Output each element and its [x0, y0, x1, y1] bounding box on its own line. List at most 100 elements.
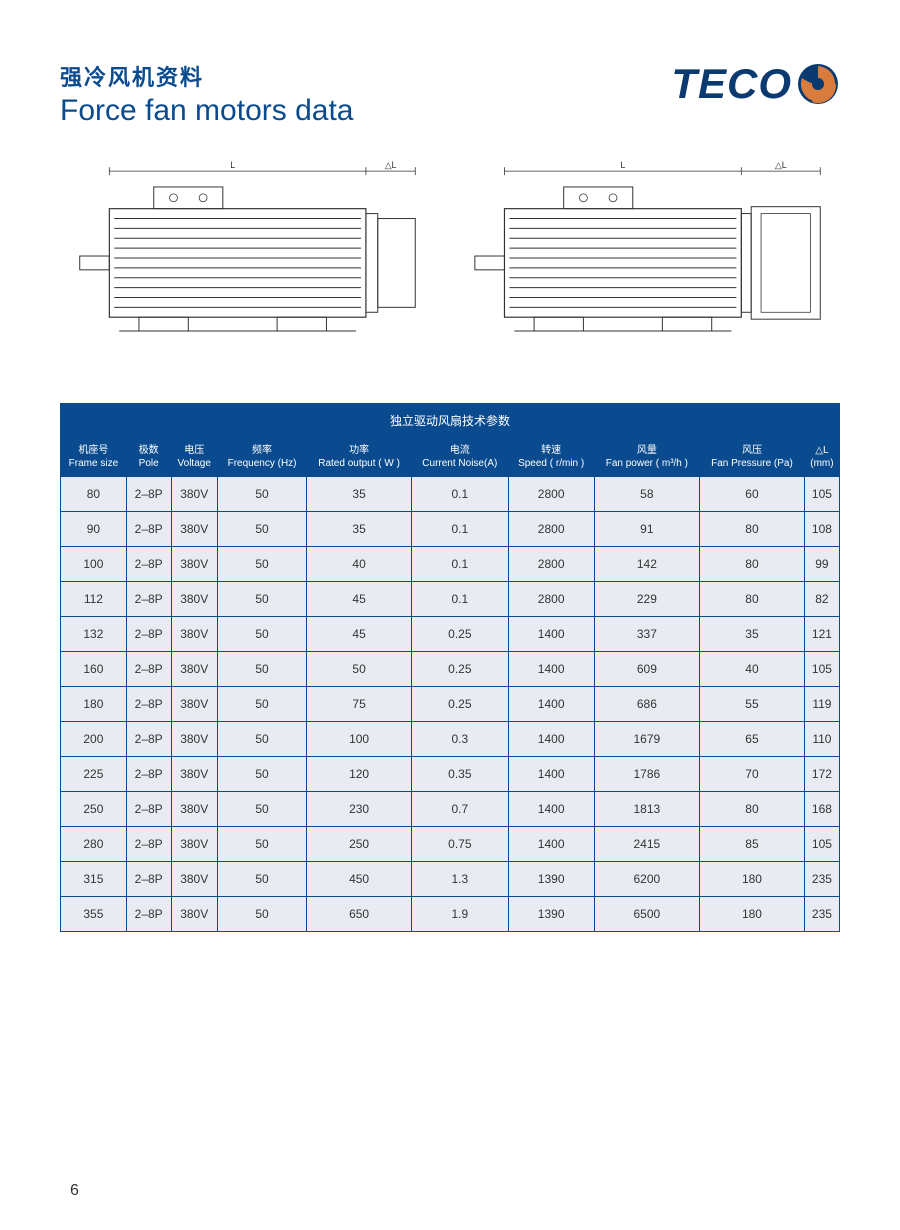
table-cell: 50 — [217, 652, 306, 687]
technical-drawings: L △L — [60, 158, 840, 363]
teco-logo: TECO — [671, 60, 840, 108]
table-cell: 250 — [307, 827, 412, 862]
col-output: 功率Rated output ( W ) — [307, 438, 412, 477]
table-cell: 80 — [700, 792, 805, 827]
table-cell: 380V — [171, 827, 217, 862]
table-cell: 0.7 — [411, 792, 508, 827]
dim-label-dL-r: △L — [775, 160, 787, 170]
table-cell: 50 — [307, 652, 412, 687]
table-cell: 80 — [700, 512, 805, 547]
table-cell: 2800 — [508, 547, 594, 582]
table-cell: 229 — [594, 582, 699, 617]
table-cell: 355 — [61, 897, 127, 932]
table-cell: 380V — [171, 897, 217, 932]
table-cell: 380V — [171, 652, 217, 687]
table-cell: 50 — [217, 827, 306, 862]
logo-text: TECO — [671, 60, 792, 108]
table-header-row: 机座号Frame size 极数Pole 电压Voltage 频率Frequen… — [61, 438, 840, 477]
page-header: 强冷风机资料 Force fan motors data TECO — [60, 60, 840, 128]
table-cell: 1400 — [508, 687, 594, 722]
table-row: 3552–8P380V506501.913906500180235 — [61, 897, 840, 932]
table-cell: 70 — [700, 757, 805, 792]
table-cell: 160 — [61, 652, 127, 687]
table-row: 3152–8P380V504501.313906200180235 — [61, 862, 840, 897]
table-cell: 65 — [700, 722, 805, 757]
table-row: 1322–8P380V50450.25140033735121 — [61, 617, 840, 652]
table-cell: 55 — [700, 687, 805, 722]
table-cell: 50 — [217, 477, 306, 512]
table-cell: 380V — [171, 617, 217, 652]
table-cell: 2415 — [594, 827, 699, 862]
table-cell: 35 — [307, 512, 412, 547]
table-caption: 独立驱动风扇技术参数 — [61, 404, 840, 438]
table-cell: 50 — [217, 687, 306, 722]
table-cell: 1679 — [594, 722, 699, 757]
table-cell: 108 — [804, 512, 839, 547]
table-cell: 380V — [171, 722, 217, 757]
table-cell: 1390 — [508, 897, 594, 932]
table-cell: 0.1 — [411, 477, 508, 512]
table-cell: 225 — [61, 757, 127, 792]
table-cell: 80 — [700, 547, 805, 582]
table-cell: 2–8P — [126, 862, 171, 897]
table-cell: 380V — [171, 477, 217, 512]
table-cell: 230 — [307, 792, 412, 827]
table-cell: 180 — [700, 862, 805, 897]
table-cell: 99 — [804, 547, 839, 582]
table-cell: 105 — [804, 652, 839, 687]
table-cell: 40 — [307, 547, 412, 582]
col-current: 电流Current Noise(A) — [411, 438, 508, 477]
table-cell: 100 — [307, 722, 412, 757]
table-cell: 180 — [700, 897, 805, 932]
table-cell: 119 — [804, 687, 839, 722]
table-row: 1802–8P380V50750.25140068655119 — [61, 687, 840, 722]
table-cell: 1813 — [594, 792, 699, 827]
table-cell: 380V — [171, 582, 217, 617]
table-cell: 58 — [594, 477, 699, 512]
table-cell: 105 — [804, 827, 839, 862]
table-cell: 380V — [171, 862, 217, 897]
title-block: 强冷风机资料 Force fan motors data — [60, 60, 353, 128]
table-cell: 50 — [217, 862, 306, 897]
table-cell: 50 — [217, 617, 306, 652]
table-cell: 2800 — [508, 477, 594, 512]
col-frequency: 频率Frequency (Hz) — [217, 438, 306, 477]
table-row: 2252–8P380V501200.351400178670172 — [61, 757, 840, 792]
table-cell: 40 — [700, 652, 805, 687]
table-cell: 250 — [61, 792, 127, 827]
table-cell: 2–8P — [126, 652, 171, 687]
table-cell: 0.1 — [411, 547, 508, 582]
table-row: 902–8P380V50350.128009180108 — [61, 512, 840, 547]
table-cell: 50 — [217, 792, 306, 827]
table-cell: 50 — [217, 512, 306, 547]
table-cell: 2–8P — [126, 582, 171, 617]
table-cell: 0.1 — [411, 512, 508, 547]
table-cell: 180 — [61, 687, 127, 722]
table-cell: 380V — [171, 512, 217, 547]
table-row: 1002–8P380V50400.128001428099 — [61, 547, 840, 582]
table-cell: 1400 — [508, 652, 594, 687]
table-cell: 1390 — [508, 862, 594, 897]
table-cell: 121 — [804, 617, 839, 652]
table-cell: 112 — [61, 582, 127, 617]
table-cell: 2–8P — [126, 477, 171, 512]
motor-drawing-right: L △L — [465, 158, 840, 363]
table-cell: 85 — [700, 827, 805, 862]
table-cell: 2–8P — [126, 687, 171, 722]
col-speed: 转速Speed ( r/min ) — [508, 438, 594, 477]
table-cell: 0.3 — [411, 722, 508, 757]
table-cell: 280 — [61, 827, 127, 862]
table-cell: 0.35 — [411, 757, 508, 792]
table-row: 2002–8P380V501000.31400167965110 — [61, 722, 840, 757]
table-cell: 172 — [804, 757, 839, 792]
motor-drawing-left: L △L — [60, 158, 435, 363]
table-cell: 91 — [594, 512, 699, 547]
table-row: 802–8P380V50350.128005860105 — [61, 477, 840, 512]
table-cell: 450 — [307, 862, 412, 897]
table-cell: 1400 — [508, 792, 594, 827]
dim-label-dL: △L — [385, 160, 397, 170]
table-cell: 0.25 — [411, 617, 508, 652]
table-cell: 2–8P — [126, 792, 171, 827]
dim-label-L-r: L — [620, 160, 625, 170]
table-cell: 82 — [804, 582, 839, 617]
